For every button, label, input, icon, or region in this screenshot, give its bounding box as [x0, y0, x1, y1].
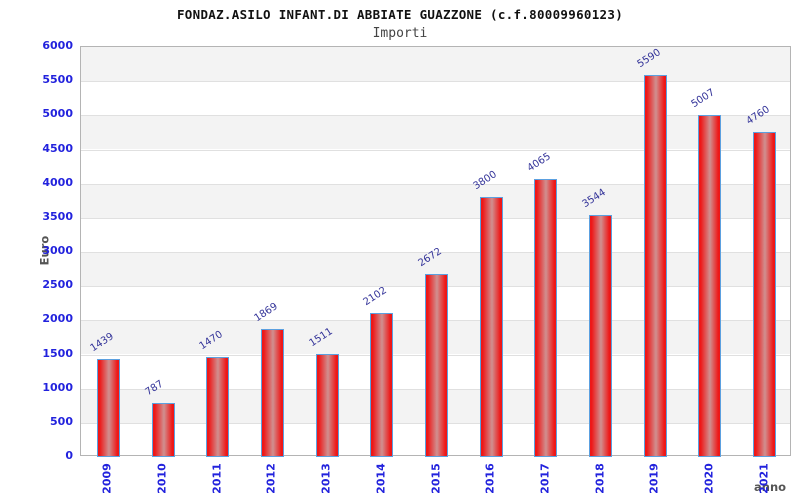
- bar: [151, 403, 175, 457]
- bar: [370, 313, 394, 457]
- x-axis-label: anno: [754, 480, 787, 494]
- bar: [643, 75, 667, 457]
- x-tick-label: 2009: [100, 463, 114, 494]
- y-tick-label: 3500: [42, 209, 73, 223]
- bar: [698, 114, 722, 457]
- chart-title: FONDAZ.ASILO INFANT.DI ABBIATE GUAZZONE …: [176, 7, 624, 22]
- bar: [260, 329, 284, 457]
- x-tick-label: 2010: [155, 463, 169, 494]
- chart-subtitle: Importi: [372, 26, 428, 41]
- plot-area: 1439 787 1470 1869 1511 2102 2672 3800 4065 3544 5…: [80, 46, 791, 457]
- x-tick-label: 2013: [319, 463, 333, 494]
- x-tick-label: 2016: [483, 463, 497, 494]
- gridline: [81, 115, 790, 116]
- grid-band: [81, 115, 790, 150]
- bar: [479, 197, 503, 457]
- bar: [315, 353, 339, 457]
- y-tick-label: 3000: [42, 244, 73, 257]
- y-tick-label: 4000: [42, 175, 73, 189]
- y-tick-label: 6000: [42, 39, 73, 52]
- y-tick-label: 2000: [42, 312, 73, 326]
- x-tick-label: 2014: [374, 463, 388, 494]
- x-tick-label: 2017: [538, 463, 552, 494]
- y-tick-label: 0: [65, 449, 73, 462]
- y-tick-label: 5000: [42, 107, 73, 121]
- x-tick-label: 2019: [647, 463, 661, 494]
- y-tick-label: 4500: [42, 141, 73, 155]
- gridline: [81, 184, 790, 185]
- bar: [96, 358, 120, 457]
- x-tick-label: 2020: [702, 463, 716, 494]
- bar-value-label: 5007: [689, 86, 718, 111]
- y-tick-label: 1000: [42, 380, 73, 394]
- x-tick-label: 2015: [429, 463, 442, 494]
- gridline: [81, 81, 790, 82]
- y-tick-label: 500: [50, 414, 73, 428]
- bar: [589, 214, 613, 457]
- gridline: [81, 252, 790, 253]
- bar: [206, 356, 230, 457]
- y-tick-label: 5500: [42, 73, 73, 87]
- x-tick-label: 2021: [757, 463, 771, 494]
- y-tick-label: 2500: [42, 278, 73, 292]
- bar: [534, 179, 558, 457]
- bar: [425, 274, 448, 457]
- x-tick-label: 2012: [264, 463, 278, 494]
- x-tick-label: 2018: [593, 463, 607, 494]
- bar-value-label: 4065: [525, 151, 554, 175]
- grid-band: [81, 183, 790, 218]
- bar: [753, 131, 777, 457]
- x-tick-label: 2011: [210, 463, 224, 494]
- gridline: [81, 218, 790, 219]
- bar-value-label: 2102: [361, 285, 390, 309]
- gridline: [81, 150, 790, 151]
- grid-band: [81, 47, 790, 82]
- y-tick-label: 1500: [42, 346, 73, 360]
